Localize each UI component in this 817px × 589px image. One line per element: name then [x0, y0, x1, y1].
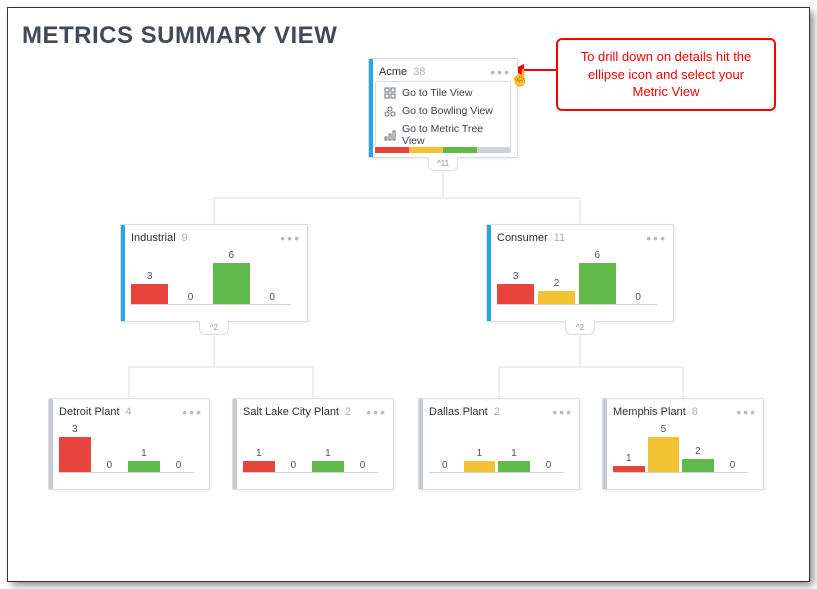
node-header: Detroit Plant 4 •••	[49, 399, 209, 421]
node-count: 4	[126, 406, 132, 418]
bar-label-0: 1	[626, 453, 632, 464]
node-name: Consumer	[497, 232, 548, 244]
menu-item-tree[interactable]: Go to Metric Tree View	[376, 120, 510, 150]
bar-2	[213, 263, 250, 305]
tree-node-consumer: Consumer11•••3260^2	[486, 224, 674, 322]
tree-node-dallas: Dallas Plant 2 ••• 0 1 1 0	[418, 398, 580, 490]
bar-2	[682, 459, 714, 473]
collapse-tab[interactable]: ^2	[199, 321, 229, 335]
node-name: Memphis Plant	[613, 406, 686, 418]
node-count: 11	[554, 232, 565, 244]
node-header: Salt Lake City Plant 2 •••	[233, 399, 393, 421]
bar-2	[579, 263, 616, 305]
grid-icon	[384, 87, 396, 99]
bar-label-2: 6	[229, 250, 235, 261]
node-header: Industrial 9 •••	[121, 225, 307, 247]
page-title: METRICS SUMMARY VIEW	[22, 22, 337, 50]
node-bar-chart: 3 0 6 0	[131, 249, 299, 305]
bar-label-3: 0	[269, 292, 275, 303]
ellipsis-icon[interactable]: •••	[182, 405, 203, 419]
tree-node-memphis: Memphis Plant8•••1520	[602, 398, 764, 490]
ellipsis-icon[interactable]: •••	[736, 405, 757, 419]
app-frame: METRICS SUMMARY VIEW To drill down on de…	[8, 8, 809, 581]
node-bar-chart: 1 0 1 0	[243, 423, 385, 473]
callout-text: To drill down on details hit the ellipse…	[581, 49, 752, 99]
collapse-tab[interactable]: ^11	[428, 157, 458, 171]
callout-box: To drill down on details hit the ellipse…	[556, 38, 776, 111]
node-bar-chart: 3 2 6 0	[497, 249, 665, 305]
tree-node-acme: Acme 38 ••• Go to Tile View Go to Bowling Vi…	[368, 58, 518, 158]
node-header: Memphis Plant 8 •••	[603, 399, 763, 421]
bar-label-2: 6	[595, 250, 601, 261]
bar-label-0: 3	[72, 424, 78, 435]
bar-label-1: 1	[477, 448, 483, 459]
node-name: Dallas Plant	[429, 406, 488, 418]
node-header: Consumer 11 •••	[487, 225, 673, 247]
chart-baseline	[59, 472, 194, 473]
bar-label-1: 0	[107, 460, 113, 471]
ellipsis-icon[interactable]: •••	[366, 405, 387, 419]
tree-node-detroit: Detroit Plant 4 ••• 3 0 1 0	[48, 398, 210, 490]
bar-label-0: 3	[513, 271, 519, 282]
bar-0	[59, 437, 91, 473]
tree-icon	[384, 129, 396, 141]
bar-label-2: 1	[511, 448, 517, 459]
bowling-icon	[384, 105, 396, 117]
node-count: 2	[345, 406, 351, 418]
ellipsis-icon[interactable]: •••	[490, 65, 511, 79]
bar-label-1: 0	[291, 460, 297, 471]
collapse-tab[interactable]: ^2	[565, 321, 595, 335]
node-name: Salt Lake City Plant	[243, 406, 339, 418]
tree-node-slc: Salt Lake City Plant 2 ••• 1 0 1 0	[232, 398, 394, 490]
bar-0	[497, 284, 534, 305]
chart-baseline	[131, 304, 291, 305]
ellipsis-icon[interactable]: •••	[646, 231, 667, 245]
chart-baseline	[613, 472, 748, 473]
node-count: 38	[413, 66, 425, 78]
bar-label-3: 0	[635, 292, 641, 303]
chart-baseline	[497, 304, 657, 305]
bar-label-3: 0	[176, 460, 182, 471]
menu-item-bowling[interactable]: Go to Bowling View	[376, 102, 510, 120]
node-count: 9	[182, 232, 188, 244]
chart-baseline	[243, 472, 378, 473]
bar-label-1: 5	[661, 424, 667, 435]
node-name: Acme	[379, 66, 407, 78]
bar-label-1: 0	[188, 292, 194, 303]
menu-item-label: Go to Tile View	[402, 87, 472, 99]
ellipsis-icon[interactable]: •••	[552, 405, 573, 419]
bar-label-0: 0	[442, 460, 448, 471]
chart-baseline	[429, 472, 564, 473]
bar-1	[648, 437, 680, 473]
bar-label-3: 0	[546, 460, 552, 471]
menu-item-label: Go to Bowling View	[402, 105, 493, 117]
status-strip	[375, 147, 511, 153]
bar-label-3: 0	[360, 460, 366, 471]
bar-1	[538, 291, 575, 305]
node-count: 2	[494, 406, 500, 418]
tree-node-industrial: Industrial9•••3060^2	[120, 224, 308, 322]
callout-arrow-line	[524, 69, 556, 71]
node-header: Dallas Plant 2 •••	[419, 399, 579, 421]
bar-label-1: 2	[554, 278, 560, 289]
node-count: 8	[692, 406, 698, 418]
menu-item-grid[interactable]: Go to Tile View	[376, 84, 510, 102]
node-name: Detroit Plant	[59, 406, 120, 418]
menu-item-label: Go to Metric Tree View	[402, 123, 502, 147]
node-name: Industrial	[131, 232, 176, 244]
bar-label-3: 0	[730, 460, 736, 471]
node-header: Acme 38 •••	[369, 59, 517, 81]
node-bar-chart: 1520	[613, 423, 755, 473]
bar-label-2: 1	[325, 448, 331, 459]
bar-label-0: 3	[147, 271, 153, 282]
bar-label-2: 1	[141, 448, 147, 459]
node-context-menu: Go to Tile View Go to Bowling View Go to M…	[375, 81, 511, 153]
bar-label-0: 1	[256, 448, 262, 459]
node-bar-chart: 3 0 1 0	[59, 423, 201, 473]
bar-label-2: 2	[695, 446, 701, 457]
node-bar-chart: 0 1 1 0	[429, 423, 571, 473]
ellipsis-icon[interactable]: •••	[280, 231, 301, 245]
bar-0	[131, 284, 168, 305]
